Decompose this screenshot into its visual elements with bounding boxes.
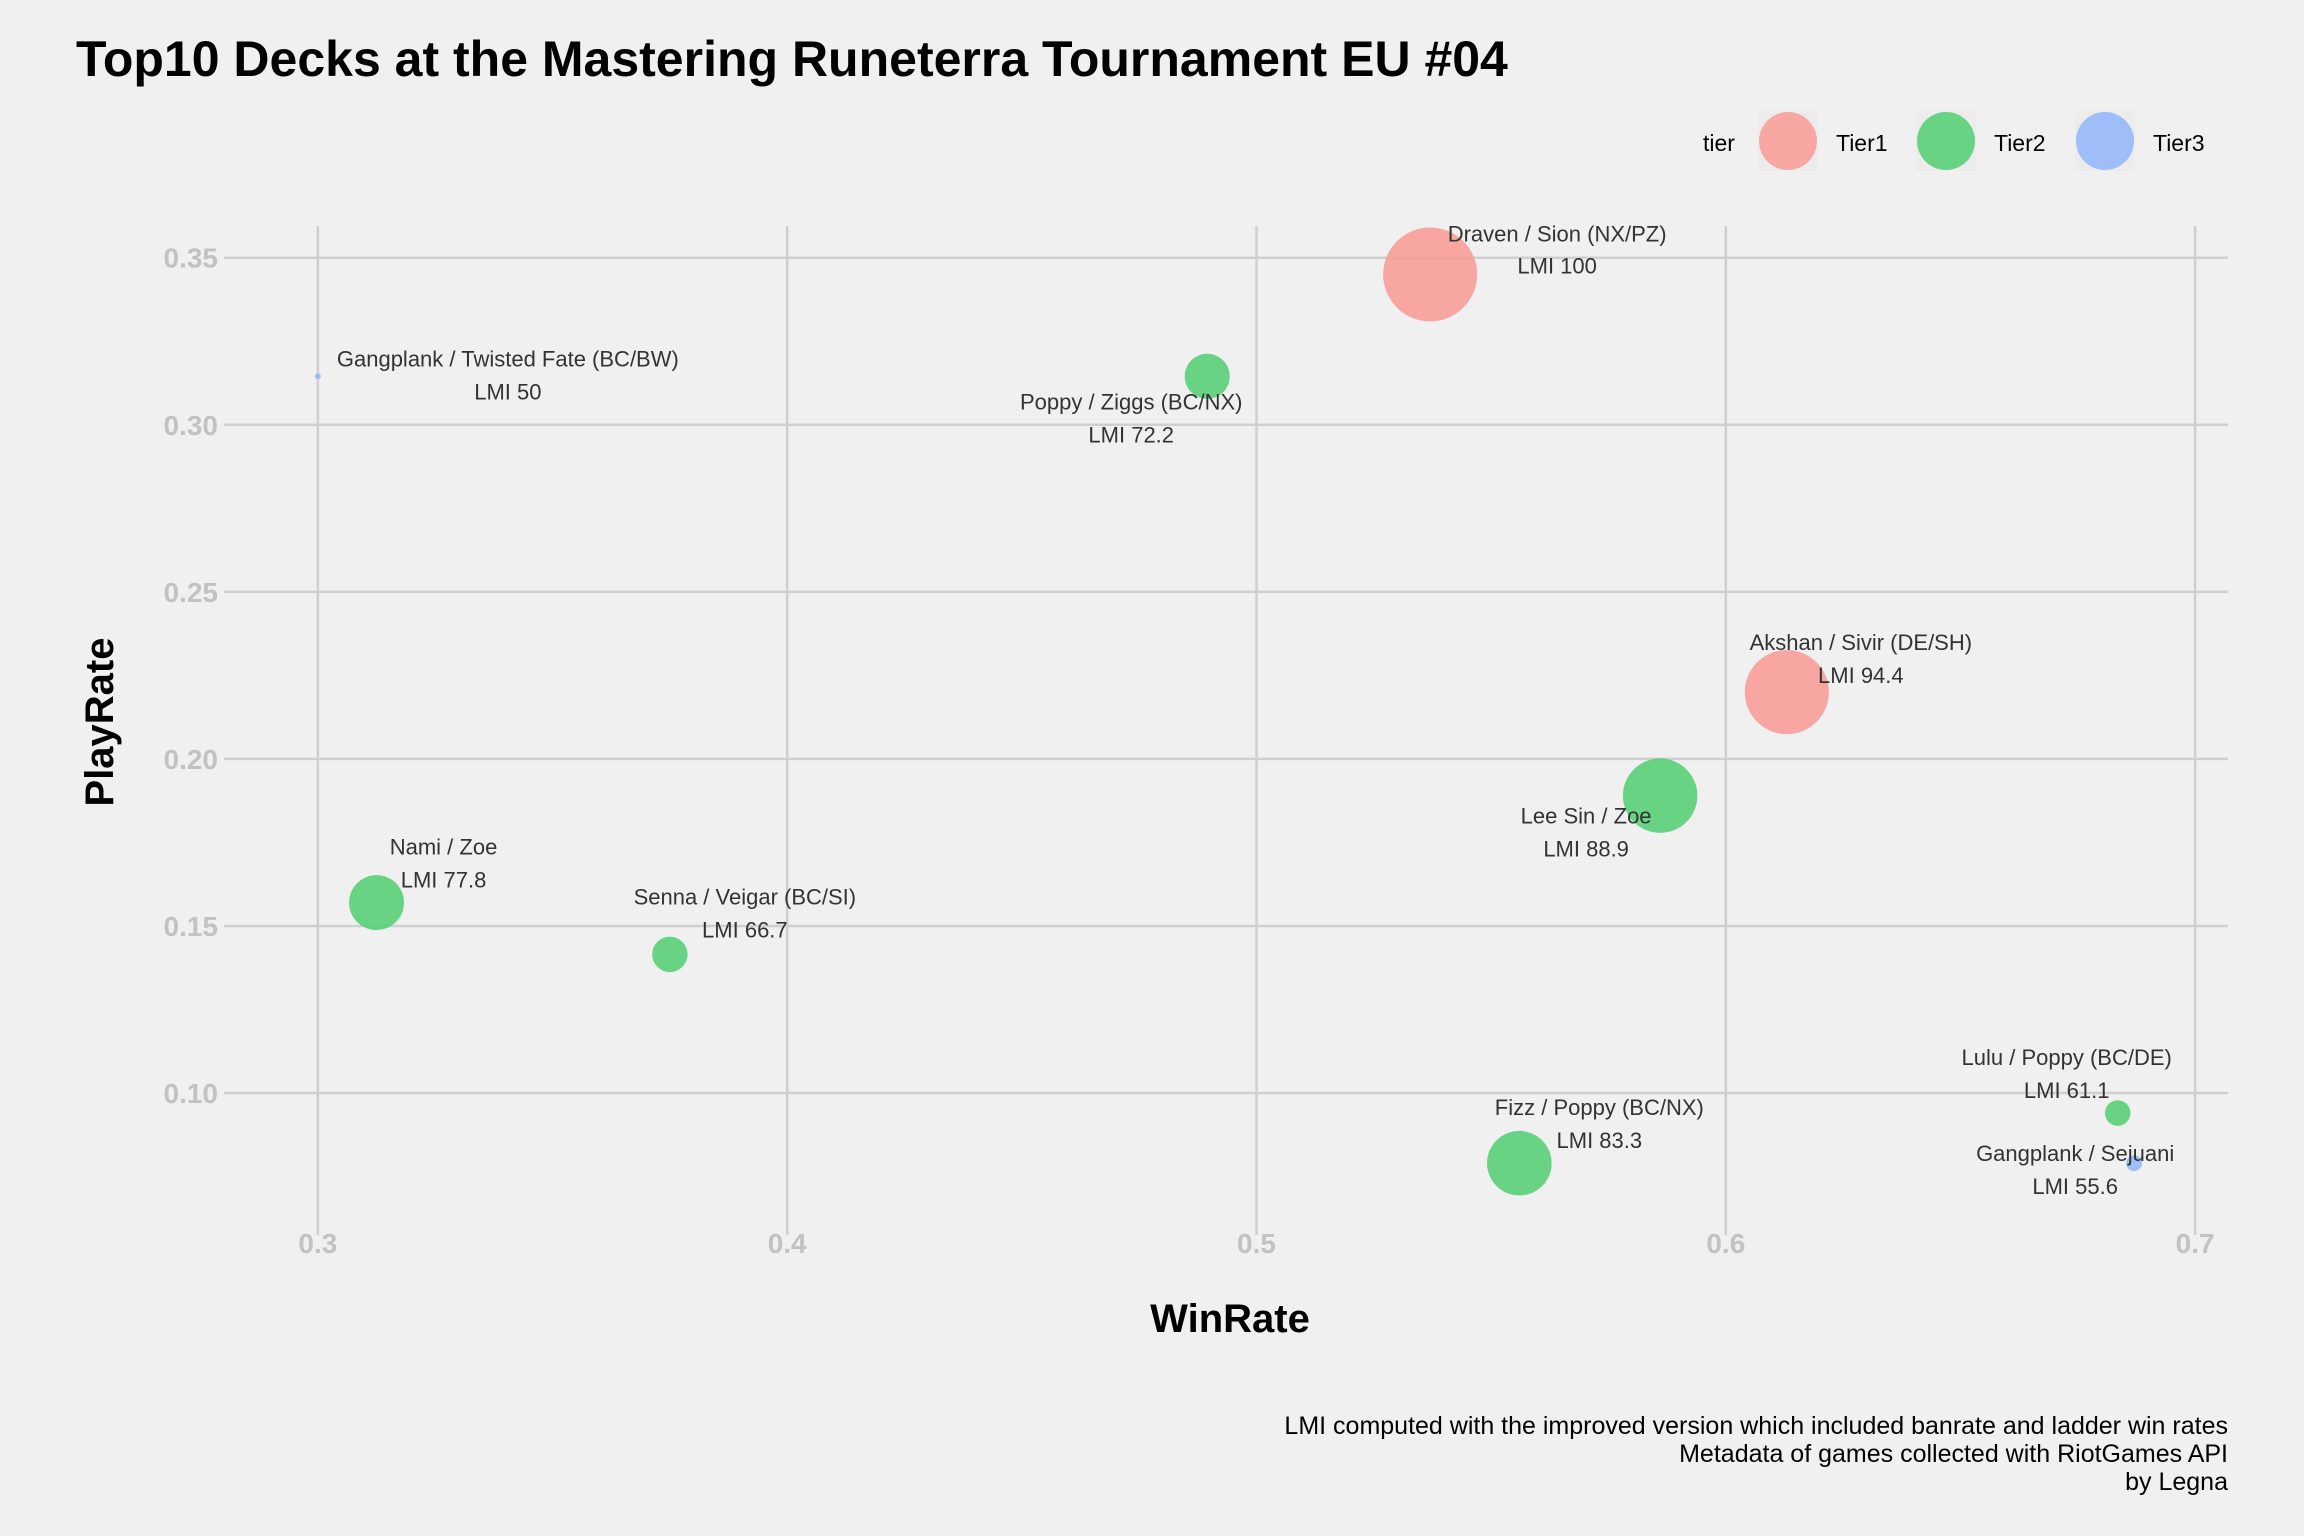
point-labels: Draven / Sion (NX/PZ) LMI 100 Akshan / Siv…	[337, 221, 2174, 1199]
y-tick-label: 0.10	[164, 1078, 219, 1109]
point-lmi-label: LMI 55.6	[2032, 1174, 2118, 1199]
y-tick-label: 0.25	[164, 577, 219, 608]
point-deck-label: Fizz / Poppy (BC/NX)	[1495, 1095, 1704, 1120]
legend-swatch	[1917, 112, 1975, 170]
point-lmi-label: LMI 61.1	[2024, 1078, 2110, 1103]
data-point	[314, 373, 321, 380]
legend-swatch	[1759, 112, 1817, 170]
y-tick-label: 0.15	[164, 911, 219, 942]
caption-line-1: LMI computed with the improved version w…	[1284, 1412, 2228, 1440]
y-tick-label: 0.20	[164, 744, 219, 775]
x-tick-label: 0.7	[2176, 1228, 2215, 1259]
point-deck-label: Senna / Veigar (BC/SI)	[634, 884, 857, 909]
point-deck-label: Lulu / Poppy (BC/DE)	[1962, 1045, 2172, 1070]
legend: tier Tier1 Tier2 Tier3	[1703, 111, 2205, 171]
legend-swatch	[2076, 112, 2134, 170]
x-tick-label: 0.5	[1237, 1228, 1276, 1259]
data-point	[1622, 758, 1698, 833]
data-point	[2126, 1155, 2143, 1172]
point-deck-label: Poppy / Ziggs (BC/NX)	[1020, 389, 1243, 414]
caption-line-2: Metadata of games collected with RiotGam…	[1679, 1440, 2228, 1468]
chart-title: Top10 Decks at the Mastering Runeterra T…	[76, 31, 1508, 87]
point-lmi-label: LMI 66.7	[702, 917, 788, 942]
data-point	[1383, 227, 1478, 322]
x-axis-title: WinRate	[1150, 1297, 1310, 1341]
legend-entry-label: Tier2	[1994, 130, 2046, 156]
point-lmi-label: LMI 72.2	[1088, 422, 1174, 447]
point-deck-label: Nami / Zoe	[390, 835, 498, 860]
legend-entry-label: Tier1	[1836, 130, 1888, 156]
caption-line-3: by Legna	[2125, 1468, 2228, 1496]
y-tick-label: 0.30	[164, 410, 219, 441]
point-lmi-label: LMI 88.9	[1543, 837, 1629, 862]
point-lmi-label: LMI 50	[474, 379, 541, 404]
point-deck-label: Akshan / Sivir (DE/SH)	[1750, 630, 1973, 655]
x-tick-label: 0.4	[768, 1228, 807, 1259]
data-point	[1487, 1130, 1552, 1196]
point-lmi-label: LMI 83.3	[1557, 1128, 1643, 1153]
legend-entry-label: Tier3	[2153, 130, 2205, 156]
data-points	[314, 227, 2143, 1196]
data-point	[1744, 650, 1829, 735]
point-deck-label: Lee Sin / Zoe	[1521, 804, 1652, 829]
x-tick-label: 0.3	[298, 1228, 337, 1259]
point-lmi-label: LMI 100	[1517, 253, 1597, 278]
data-point	[2104, 1100, 2131, 1126]
point-deck-label: Draven / Sion (NX/PZ)	[1448, 221, 1667, 246]
point-deck-label: Gangplank / Twisted Fate (BC/BW)	[337, 346, 679, 371]
data-point	[349, 875, 404, 931]
point-lmi-label: LMI 94.4	[1818, 663, 1904, 688]
point-deck-label: Gangplank / Sejuani	[1976, 1141, 2174, 1166]
data-point	[652, 936, 688, 973]
tick-labels: 0.3 0.4 0.5 0.6 0.7 0.10 0.15 0.20 0.25 0.30 0.35	[164, 243, 2215, 1259]
x-tick-label: 0.6	[1706, 1228, 1745, 1259]
point-lmi-label: LMI 77.8	[401, 868, 487, 893]
caption: LMI computed with the improved version w…	[1284, 1412, 2228, 1496]
grid-layer	[224, 226, 2228, 1235]
y-tick-label: 0.35	[164, 243, 219, 274]
legend-title: tier	[1703, 130, 1735, 156]
data-point	[1184, 353, 1230, 399]
y-axis-title: PlayRate	[78, 638, 122, 807]
